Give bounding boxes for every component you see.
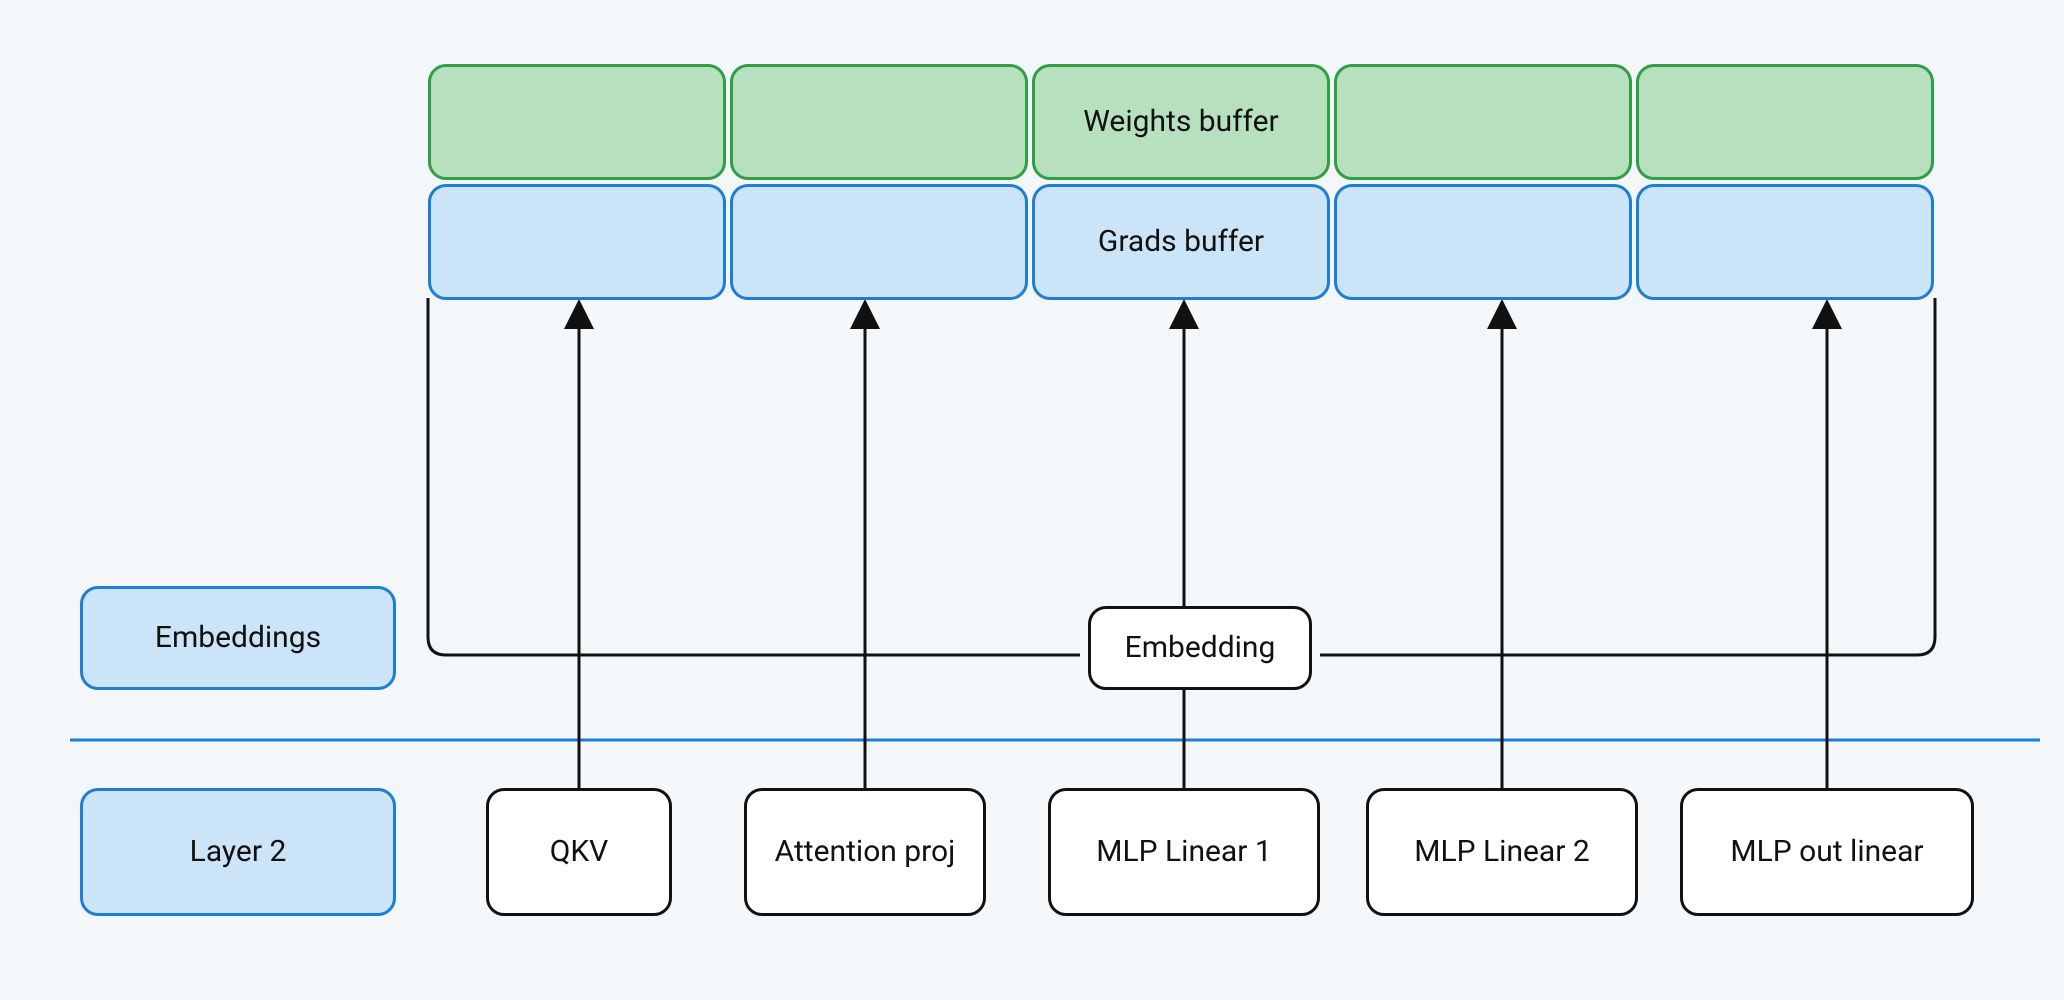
- layer2-label-box: Layer 2: [80, 788, 396, 916]
- layer-op-box-4: MLP out linear: [1680, 788, 1974, 916]
- layer-op-box-3: MLP Linear 2: [1366, 788, 1638, 916]
- bracket-right: [1320, 298, 1935, 655]
- grads-buffer-cell-4: [1636, 184, 1934, 300]
- grads-buffer-cell-1: [730, 184, 1028, 300]
- layer-op-box-1: Attention proj: [744, 788, 986, 916]
- weights-buffer-cell-3: [1334, 64, 1632, 180]
- embedding-center-box: Embedding: [1088, 606, 1312, 690]
- bracket-left: [428, 298, 1080, 655]
- grads-buffer-cell-3: [1334, 184, 1632, 300]
- embeddings-label-box: Embeddings: [80, 586, 396, 690]
- grads-buffer-cell-0: [428, 184, 726, 300]
- grads-buffer-cell-2: Grads buffer: [1032, 184, 1330, 300]
- weights-buffer-cell-2: Weights buffer: [1032, 64, 1330, 180]
- layer-op-box-2: MLP Linear 1: [1048, 788, 1320, 916]
- weights-buffer-cell-4: [1636, 64, 1934, 180]
- layer-op-box-0: QKV: [486, 788, 672, 916]
- weights-buffer-cell-0: [428, 64, 726, 180]
- weights-buffer-cell-1: [730, 64, 1028, 180]
